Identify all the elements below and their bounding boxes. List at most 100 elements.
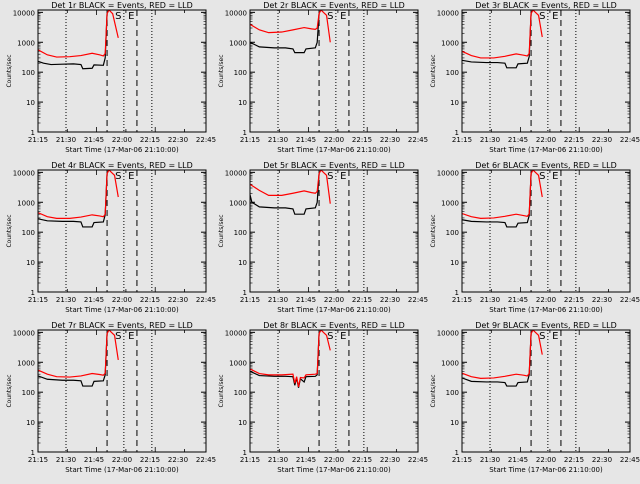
x-tick-label: 21:15 xyxy=(28,456,48,464)
annotation-e: E xyxy=(128,171,134,182)
annotation-s: S xyxy=(539,331,545,342)
y-tick-label: 1000 xyxy=(441,39,459,47)
x-tick-label: 22:30 xyxy=(168,136,188,144)
plot-frame xyxy=(249,9,419,133)
x-tick-label: 22:15 xyxy=(352,136,372,144)
series-line-lld xyxy=(462,330,543,379)
x-axis-label: Start Time (17-Mar-06 21:10:00) xyxy=(489,466,603,474)
annotation-e: E xyxy=(340,171,346,182)
series-line-lld xyxy=(462,170,543,219)
x-tick-label: 21:15 xyxy=(452,136,472,144)
y-tick-label: 1 xyxy=(31,129,35,137)
series-line-events xyxy=(462,173,532,228)
y-tick-label: 10 xyxy=(238,419,247,427)
y-tick-label: 10000 xyxy=(437,9,459,17)
y-tick-label: 1000 xyxy=(441,359,459,367)
x-tick-label: 22:30 xyxy=(380,296,400,304)
y-tick-label: 1000 xyxy=(229,39,247,47)
x-tick-label: 22:15 xyxy=(140,136,160,144)
panel-title: Det 9r BLACK = Events, RED = LLD xyxy=(475,321,617,330)
x-axis-label: Start Time (17-Mar-06 21:10:00) xyxy=(277,466,391,474)
y-tick-label: 10 xyxy=(238,259,247,267)
plot-frame xyxy=(461,169,631,293)
x-tick-label: 21:15 xyxy=(240,136,260,144)
y-tick-label: 10 xyxy=(450,259,459,267)
series-line-lld xyxy=(38,330,119,378)
x-tick-label: 22:00 xyxy=(112,296,132,304)
annotation-e: E xyxy=(128,11,134,22)
y-axis-label: Counts/sec xyxy=(218,214,225,247)
series-line-events xyxy=(38,333,108,387)
x-tick-label: 22:45 xyxy=(408,136,428,144)
panel-1: Det 1r BLACK = Events, RED = LLD Counts/s… xyxy=(6,1,216,154)
x-tick-label: 21:45 xyxy=(508,456,528,464)
x-tick-label: 21:15 xyxy=(240,296,260,304)
panel-5: Det 5r BLACK = Events, RED = LLD Counts/s… xyxy=(218,161,428,314)
x-tick-label: 22:15 xyxy=(564,456,584,464)
series-line-lld xyxy=(38,10,119,58)
x-tick-label: 22:00 xyxy=(112,136,132,144)
panel-title: Det 6r BLACK = Events, RED = LLD xyxy=(475,161,617,170)
x-tick-label: 22:00 xyxy=(536,136,556,144)
panel-title: Det 8r BLACK = Events, RED = LLD xyxy=(263,321,405,330)
y-tick-label: 10000 xyxy=(225,169,247,177)
series-line-lld xyxy=(250,330,331,388)
series-line-events xyxy=(38,13,108,70)
y-tick-label: 1000 xyxy=(17,39,35,47)
series-line-events xyxy=(462,333,532,387)
x-tick-label: 22:45 xyxy=(196,456,216,464)
x-tick-label: 21:45 xyxy=(84,456,104,464)
y-tick-label: 1 xyxy=(31,289,35,297)
x-tick-label: 21:15 xyxy=(240,456,260,464)
x-tick-label: 22:45 xyxy=(620,456,640,464)
y-axis-label: Counts/sec xyxy=(6,374,13,407)
x-tick-label: 21:30 xyxy=(56,456,76,464)
panel-4: Det 4r BLACK = Events, RED = LLD Counts/s… xyxy=(6,161,216,314)
y-tick-label: 1 xyxy=(455,129,459,137)
annotation-e: E xyxy=(128,331,134,342)
x-tick-label: 21:15 xyxy=(28,136,48,144)
annotation-s: S xyxy=(115,171,121,182)
annotation-s: S xyxy=(327,11,333,22)
series-line-events xyxy=(250,173,320,215)
x-tick-label: 22:15 xyxy=(564,136,584,144)
annotation-e: E xyxy=(340,11,346,22)
y-tick-label: 1000 xyxy=(441,199,459,207)
annotation-s: S xyxy=(115,331,121,342)
x-tick-label: 22:15 xyxy=(352,296,372,304)
x-axis-label: Start Time (17-Mar-06 21:10:00) xyxy=(277,146,391,154)
panel-6: Det 6r BLACK = Events, RED = LLD Counts/s… xyxy=(430,161,640,314)
series-line-events xyxy=(462,13,532,69)
x-tick-label: 22:45 xyxy=(620,136,640,144)
panel-2: Det 2r BLACK = Events, RED = LLD Counts/s… xyxy=(218,1,428,154)
panel-title: Det 3r BLACK = Events, RED = LLD xyxy=(475,1,617,10)
series-line-lld xyxy=(250,10,331,43)
annotation-e: E xyxy=(552,331,558,342)
y-tick-label: 1000 xyxy=(17,199,35,207)
x-axis-label: Start Time (17-Mar-06 21:10:00) xyxy=(65,306,179,314)
x-tick-label: 21:30 xyxy=(268,136,288,144)
x-tick-label: 21:30 xyxy=(268,296,288,304)
x-tick-label: 22:15 xyxy=(140,456,160,464)
y-tick-label: 10000 xyxy=(437,329,459,337)
y-tick-label: 1000 xyxy=(229,199,247,207)
panel-title: Det 1r BLACK = Events, RED = LLD xyxy=(51,1,193,10)
x-tick-label: 22:00 xyxy=(324,456,344,464)
x-tick-label: 22:30 xyxy=(168,296,188,304)
x-tick-label: 21:30 xyxy=(480,456,500,464)
y-tick-label: 10000 xyxy=(225,329,247,337)
y-tick-label: 100 xyxy=(22,389,35,397)
y-tick-label: 10000 xyxy=(13,329,35,337)
x-tick-label: 22:45 xyxy=(196,296,216,304)
x-tick-label: 21:30 xyxy=(268,456,288,464)
y-tick-label: 10000 xyxy=(13,169,35,177)
y-tick-label: 10000 xyxy=(225,9,247,17)
x-tick-label: 21:45 xyxy=(508,296,528,304)
panel-9: Det 9r BLACK = Events, RED = LLD Counts/s… xyxy=(430,321,640,474)
y-tick-label: 100 xyxy=(234,229,247,237)
panel-title: Det 7r BLACK = Events, RED = LLD xyxy=(51,321,193,330)
y-axis-label: Counts/sec xyxy=(430,54,437,87)
annotation-e: E xyxy=(340,331,346,342)
y-tick-label: 1 xyxy=(31,449,35,457)
